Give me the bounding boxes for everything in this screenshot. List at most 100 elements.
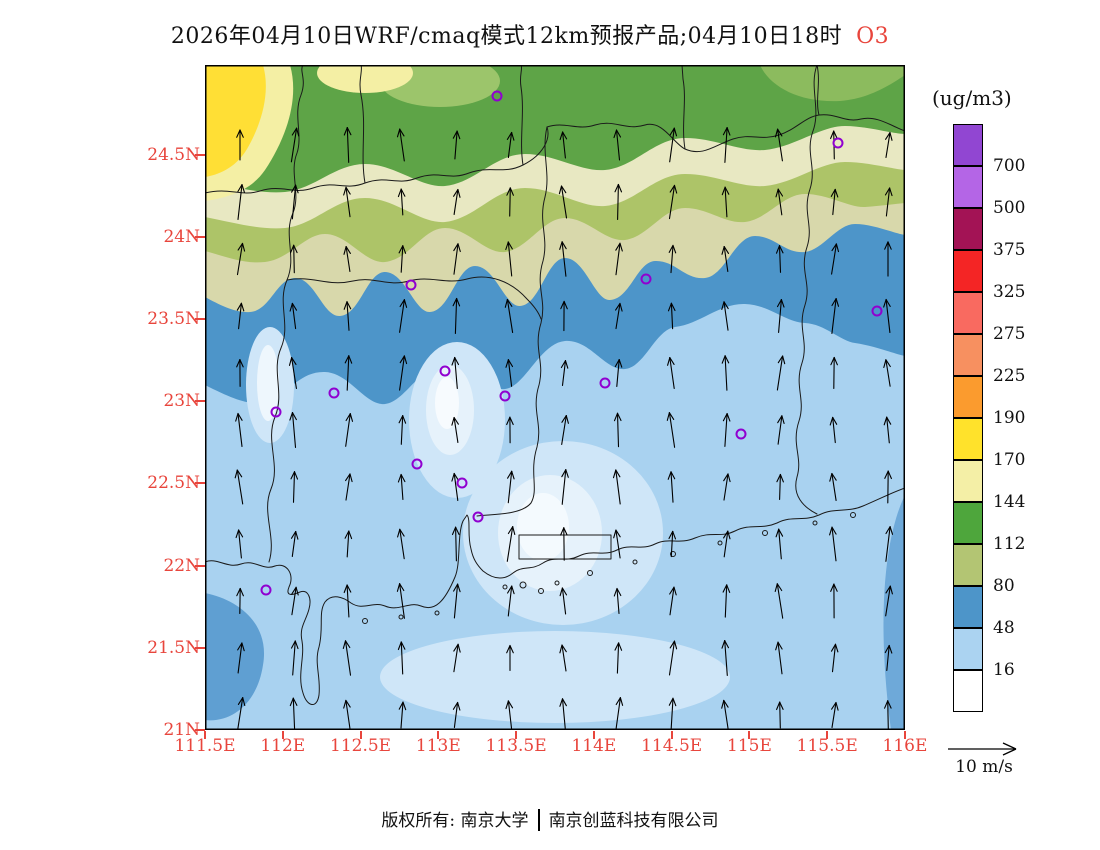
wind-arrow: [673, 586, 677, 596]
wind-arrow: [400, 641, 404, 675]
wind-arrow: [295, 530, 299, 540]
colorbar-value: 16: [993, 660, 1015, 680]
wind-arrow: [291, 530, 297, 558]
wind-arrow: [452, 130, 458, 139]
wind-arrow: [452, 701, 459, 710]
wind-scale-label: 10 m/s: [955, 757, 1013, 777]
wind-arrow: [832, 416, 836, 444]
wind-arrow: [505, 359, 509, 368]
wind-arrow: [724, 186, 728, 218]
wind-arrow: [565, 469, 569, 478]
wind-arrow: [886, 644, 890, 672]
wind-arrow: [563, 527, 568, 536]
wind-arrow: [559, 241, 563, 250]
footer-company: 南京创蓝科技有限公司: [548, 811, 719, 831]
lat-axis-tick: [195, 236, 205, 239]
wind-arrow: [883, 359, 887, 369]
colorbar-value: 80: [993, 576, 1015, 596]
wind-arrow: [888, 644, 893, 654]
wind-arrow: [670, 471, 676, 480]
wind-arrow: [889, 526, 894, 535]
wind-arrow: [723, 301, 729, 331]
wind-arrow: [778, 245, 782, 273]
wind-arrow: [615, 697, 621, 733]
wind-arrow: [777, 415, 783, 424]
wind-arrow: [669, 357, 675, 389]
wind-arrow: [399, 528, 405, 560]
wind-arrow: [561, 587, 567, 615]
lon-axis-label: 114.5E: [641, 736, 703, 756]
colorbar-value: 275: [993, 324, 1026, 344]
wind-arrow: [346, 355, 350, 391]
wind-arrow: [507, 241, 513, 277]
wind-arrow: [453, 188, 459, 216]
wind-arrow: [343, 246, 347, 255]
wind-arrow: [289, 302, 293, 312]
wind-arrow: [453, 701, 459, 729]
wind-arrow: [506, 298, 514, 334]
wind-arrow: [774, 128, 779, 138]
wind-arrow: [399, 128, 405, 162]
lon-axis-tick: [515, 731, 518, 739]
lat-axis-label: 24N: [163, 227, 200, 248]
wind-arrow: [236, 302, 242, 311]
wind-arrow: [887, 470, 892, 480]
wind-arrow: [614, 359, 620, 368]
wind-arrow: [670, 471, 674, 503]
wind-arrow: [727, 473, 731, 483]
wind-arrow: [504, 298, 508, 308]
wind-arrow: [618, 642, 623, 651]
wind-arrow: [884, 187, 891, 196]
wind-arrow: [346, 584, 350, 618]
wind-arrow: [724, 640, 730, 649]
lon-axis-tick: [359, 731, 362, 739]
wind-arrow: [831, 472, 837, 502]
wind-arrow: [398, 701, 404, 710]
wind-arrow: [451, 416, 455, 426]
colorbar-value: 225: [993, 366, 1026, 386]
colorbar-value: 144: [993, 492, 1026, 512]
wind-arrow: [292, 697, 298, 706]
lat-axis-tick: [195, 400, 205, 403]
wind-arrow: [616, 359, 620, 387]
wind-arrow: [777, 641, 783, 675]
wind-arrow: [509, 187, 511, 217]
lat-axis-label: 22N: [163, 555, 200, 576]
wind-arrow: [835, 701, 839, 711]
wind-arrow: [451, 526, 457, 536]
wind-arrow: [781, 415, 785, 425]
wind-arrow: [295, 184, 299, 194]
wind-arrow: [561, 241, 567, 277]
wind-arrow: [667, 302, 672, 312]
wind-arrow: [238, 529, 242, 559]
wind-arrow: [830, 188, 836, 197]
colorbar-swatch: [953, 544, 983, 586]
wind-arrow: [342, 640, 347, 650]
wind-arrow: [775, 528, 780, 538]
wind-arrow: [669, 184, 676, 193]
lon-axis-label: 111.5E: [174, 736, 236, 756]
wind-arrow: [667, 357, 671, 366]
wind-arrow: [886, 416, 890, 444]
wind-arrow: [776, 299, 782, 308]
wind-arrow: [721, 301, 725, 311]
wind-arrow: [453, 643, 459, 652]
wind-arrow: [399, 355, 405, 391]
wind-arrow: [560, 360, 567, 369]
wind-arrow: [292, 640, 296, 676]
wind-arrow: [345, 246, 351, 254]
lat-axis-tick: [195, 318, 205, 321]
wind-arrow: [400, 473, 406, 483]
wind-arrow: [399, 583, 405, 592]
city-marker: [328, 387, 340, 399]
wind-arrow: [615, 129, 622, 138]
wind-arrow: [241, 184, 245, 193]
city-marker: [832, 137, 844, 149]
wind-arrow: [291, 184, 297, 220]
wind-arrow: [561, 241, 567, 250]
wind-arrow: [835, 298, 840, 307]
wind-arrow: [560, 300, 565, 310]
wind-arrow: [885, 526, 891, 562]
wind-arrow: [668, 697, 674, 706]
wind-arrow: [456, 297, 461, 307]
